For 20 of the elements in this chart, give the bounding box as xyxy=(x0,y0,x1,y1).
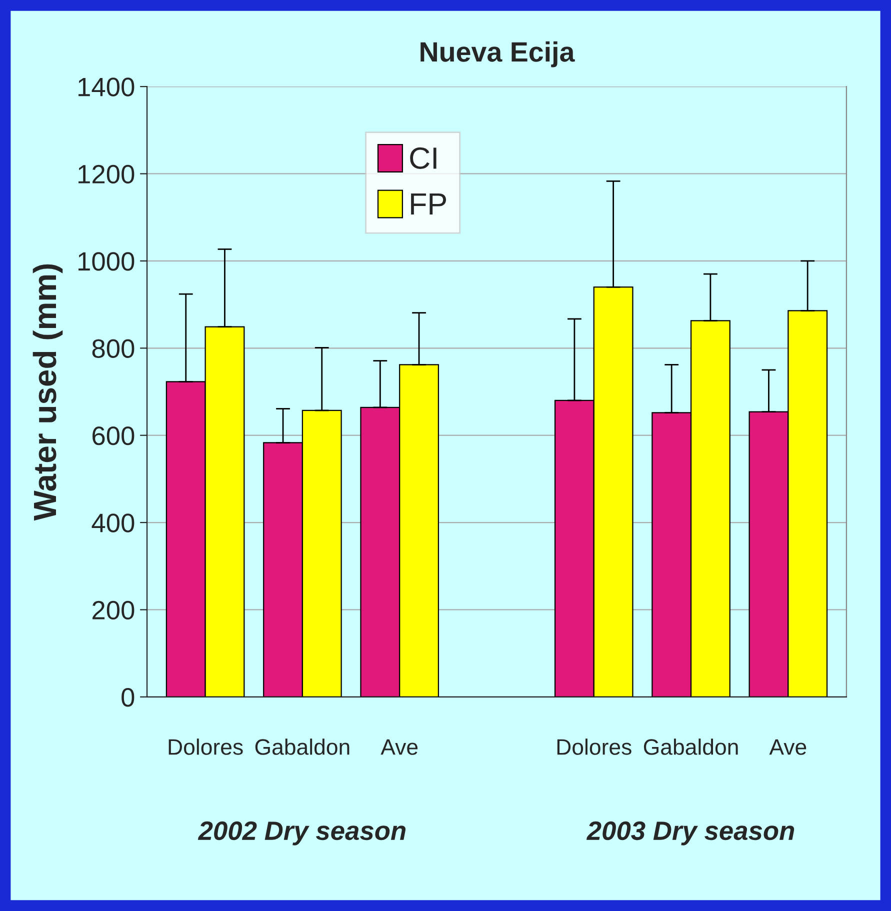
text: 2003 Dry season xyxy=(586,821,794,846)
y-tick-label: 1200 xyxy=(78,164,134,184)
text: 2002 Dry season xyxy=(198,821,406,846)
x-tick-label: Ave xyxy=(380,739,418,755)
x-tick-label: Gabaldon xyxy=(255,738,350,755)
chart-title: Nueva Ecija xyxy=(420,41,575,68)
x-tick-label: Ave xyxy=(769,739,806,755)
y-tick-label: 800 xyxy=(92,339,134,358)
y-tick-label: 1400 xyxy=(78,78,134,96)
x-tick-label: Dolores xyxy=(557,738,632,755)
legend-label: CI xyxy=(410,147,436,170)
y-tick-label: 200 xyxy=(92,600,134,620)
y-tick-label: 1000 xyxy=(78,252,134,271)
y-axis-title: Water used (mm) xyxy=(32,264,63,521)
y-tick-label: 600 xyxy=(92,426,134,446)
y-tick-label: 400 xyxy=(92,514,134,532)
x-tick-label: Gabaldon xyxy=(644,738,738,755)
legend-label: FP xyxy=(411,193,446,214)
y-tick-label: 0 xyxy=(122,688,134,707)
x-tick-label: Dolores xyxy=(168,738,243,755)
